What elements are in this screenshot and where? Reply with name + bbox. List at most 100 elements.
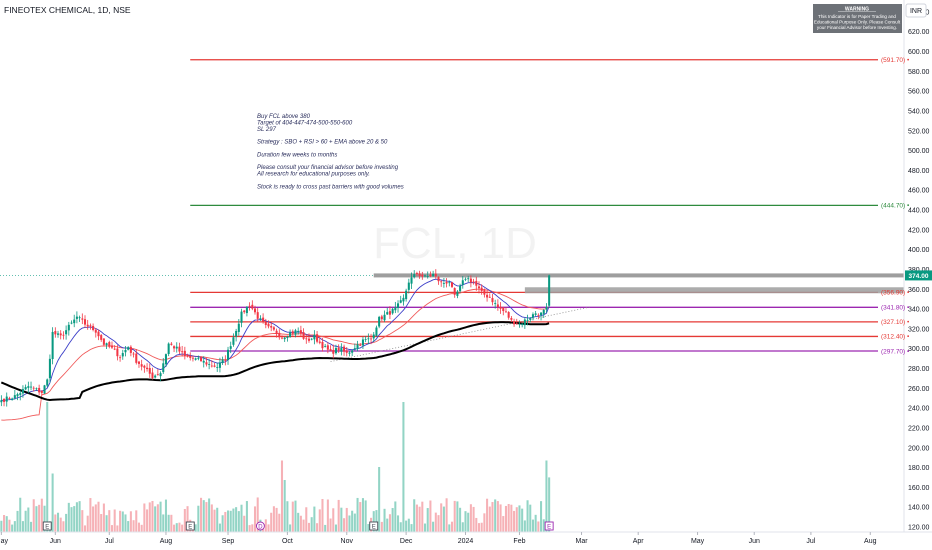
candle[interactable] [240,311,243,323]
candle[interactable] [499,306,502,309]
candle[interactable] [432,273,435,277]
candle[interactable] [286,336,289,338]
candle[interactable] [407,282,410,290]
candle[interactable] [92,325,95,330]
candle[interactable] [108,342,111,347]
candle[interactable] [515,323,518,325]
candle[interactable] [97,331,100,337]
candle[interactable] [213,365,216,367]
candle[interactable] [475,280,478,286]
candle[interactable] [116,348,119,357]
candle[interactable] [494,303,497,304]
dividend-marker[interactable] [255,521,265,531]
candle[interactable] [289,332,292,337]
candle[interactable] [221,359,224,363]
candle[interactable] [186,355,189,357]
candle[interactable] [270,326,273,328]
candle[interactable] [294,330,297,335]
candle[interactable] [262,317,265,322]
candle[interactable] [137,361,140,364]
candle[interactable] [218,362,221,368]
candle[interactable] [321,341,324,349]
candle[interactable] [456,291,459,296]
candle[interactable] [70,322,73,324]
candle[interactable] [259,318,262,320]
candle[interactable] [426,276,429,277]
candle[interactable] [146,367,149,370]
candle[interactable] [450,282,454,287]
candle[interactable] [486,294,489,298]
candle[interactable] [418,273,421,277]
candle[interactable] [83,319,87,325]
candle[interactable] [537,314,540,316]
candle[interactable] [413,274,416,278]
candle[interactable] [531,314,534,318]
candle[interactable] [521,323,524,325]
candle[interactable] [194,358,197,360]
candle[interactable] [189,355,192,358]
currency-box[interactable] [905,3,927,18]
candle[interactable] [32,387,35,389]
candle[interactable] [237,323,240,332]
candle[interactable] [326,345,329,350]
candle[interactable] [127,347,130,350]
candle[interactable] [280,337,284,339]
candle[interactable] [415,273,418,274]
candle[interactable] [11,398,14,401]
candle[interactable] [119,357,122,359]
candle[interactable] [340,348,343,352]
candle[interactable] [21,389,24,394]
candle[interactable] [181,351,184,353]
candle[interactable] [464,278,467,280]
candle[interactable] [156,374,159,376]
earnings-marker[interactable] [42,521,52,531]
candle[interactable] [253,308,257,313]
candle[interactable] [334,348,337,354]
candle[interactable] [386,312,389,315]
candle[interactable] [469,278,472,283]
candle[interactable] [364,339,367,340]
candle[interactable] [94,329,97,333]
candle[interactable] [248,305,251,307]
candle[interactable] [210,365,213,367]
candle[interactable] [372,334,375,339]
candle[interactable] [375,327,378,336]
candle[interactable] [329,349,332,351]
candle[interactable] [235,330,238,337]
candle[interactable] [62,334,65,336]
candle[interactable] [256,312,259,319]
candle[interactable] [491,298,494,303]
candle[interactable] [191,357,194,359]
candle[interactable] [399,300,402,303]
candle[interactable] [38,387,41,393]
candle[interactable] [337,347,340,351]
candle[interactable] [8,397,11,399]
candle[interactable] [102,338,105,345]
candle[interactable] [200,357,203,362]
candle[interactable] [429,274,432,277]
symbol-title[interactable]: FINEOTEX CHEMICAL, 1D, NSE [4,5,131,15]
candle[interactable] [164,354,167,365]
candle[interactable] [124,349,127,353]
candle[interactable] [299,330,302,334]
candle[interactable] [48,358,51,379]
candle[interactable] [453,288,456,295]
candle[interactable] [445,281,448,284]
candle[interactable] [548,275,551,306]
candle[interactable] [313,334,316,340]
candle[interactable] [410,277,413,284]
candle[interactable] [402,297,405,302]
candle[interactable] [110,345,114,348]
candle[interactable] [73,319,76,324]
currency-label[interactable]: INR [910,8,922,15]
candle[interactable] [27,386,30,388]
candle[interactable] [437,277,440,282]
candle[interactable] [291,331,294,334]
candle[interactable] [208,364,211,365]
candle[interactable] [448,282,451,284]
candle[interactable] [305,338,308,340]
candle[interactable] [100,335,103,340]
candle[interactable] [167,343,170,354]
support-zone[interactable] [524,287,904,294]
candle[interactable] [510,318,513,320]
